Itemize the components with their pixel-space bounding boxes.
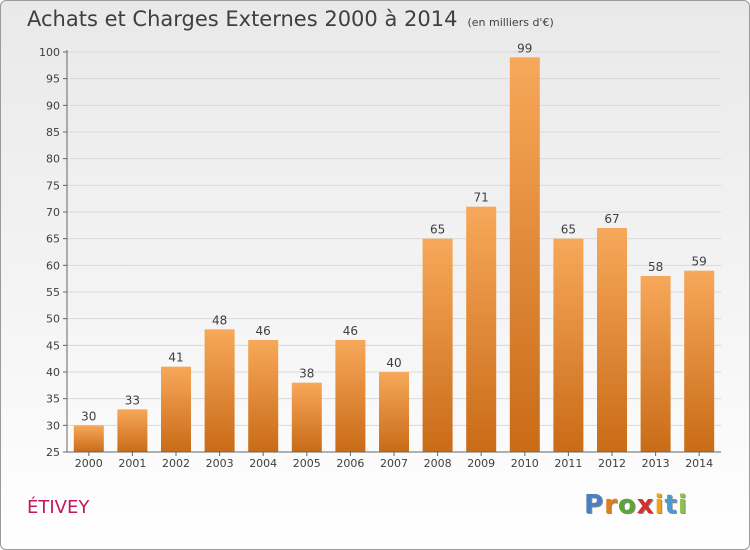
proxiti-logo: Proxiti [584,490,688,520]
x-tick-label: 2013 [642,457,670,470]
y-tick-label: 70 [46,206,60,219]
bar [422,238,453,452]
data-label: 38 [299,367,314,381]
bar [117,409,148,452]
x-tick-label: 2005 [293,457,321,470]
y-tick-label: 55 [46,286,60,299]
bar [73,425,104,452]
x-tick-label: 2002 [162,457,190,470]
bar [379,372,409,452]
data-label: 59 [692,255,707,269]
y-tick-label: 90 [46,99,60,112]
y-tick-label: 95 [46,73,60,86]
y-tick-label: 85 [46,126,60,139]
bar [204,329,235,452]
data-label: 58 [648,260,663,274]
data-label: 99 [517,41,532,55]
data-label: 30 [81,409,96,423]
data-label: 67 [604,212,619,226]
data-label: 46 [343,324,358,338]
data-label: 48 [212,313,227,327]
bar [553,238,584,452]
bar [597,228,627,452]
logo-letter: i [654,490,665,520]
logo-letter: i [677,490,688,520]
x-tick-label: 2011 [554,457,582,470]
y-tick-label: 45 [46,339,60,352]
data-label: 65 [430,223,445,237]
x-tick-label: 2012 [598,457,626,470]
bar [509,57,540,452]
x-tick-label: 2008 [424,457,452,470]
y-tick-label: 60 [46,259,60,272]
y-tick-label: 25 [46,446,60,459]
x-tick-label: 2003 [206,457,234,470]
bar [161,366,191,452]
x-tick-label: 2009 [467,457,495,470]
x-tick-label: 2010 [511,457,539,470]
x-tick-label: 2007 [380,457,408,470]
x-tick-label: 2000 [75,457,103,470]
y-tick-label: 30 [46,419,60,432]
title-main: Achats et Charges Externes 2000 à 2014 [27,7,458,31]
y-tick-label: 65 [46,233,60,246]
logo-letter: o [617,490,637,520]
x-tick-label: 2014 [685,457,713,470]
bar [466,206,497,452]
data-label: 40 [386,356,401,370]
chart-title: Achats et Charges Externes 2000 à 2014 (e… [27,7,554,31]
logo-letter: x [636,490,655,520]
data-label: 65 [561,223,576,237]
data-label: 46 [256,324,271,338]
x-tick-label: 2001 [118,457,146,470]
y-tick-label: 80 [46,153,60,166]
bar [291,382,322,452]
y-tick-label: 35 [46,393,60,406]
y-tick-label: 75 [46,179,60,192]
logo-letter: r [604,490,618,520]
data-label: 71 [474,191,489,205]
commune-name: ÉTIVEY [27,497,90,518]
x-tick-label: 2004 [249,457,277,470]
x-tick-label: 2006 [336,457,364,470]
bar [684,270,715,452]
title-subtitle: (en milliers d'€) [467,16,554,29]
logo-letter: t [664,490,678,520]
logo-letter: P [584,490,605,520]
y-tick-label: 50 [46,313,60,326]
y-tick-label: 100 [39,46,60,59]
bar [335,340,366,452]
y-tick-label: 40 [46,366,60,379]
bar [640,276,671,452]
bar [248,340,279,452]
data-label: 33 [125,393,140,407]
data-label: 41 [168,351,183,365]
